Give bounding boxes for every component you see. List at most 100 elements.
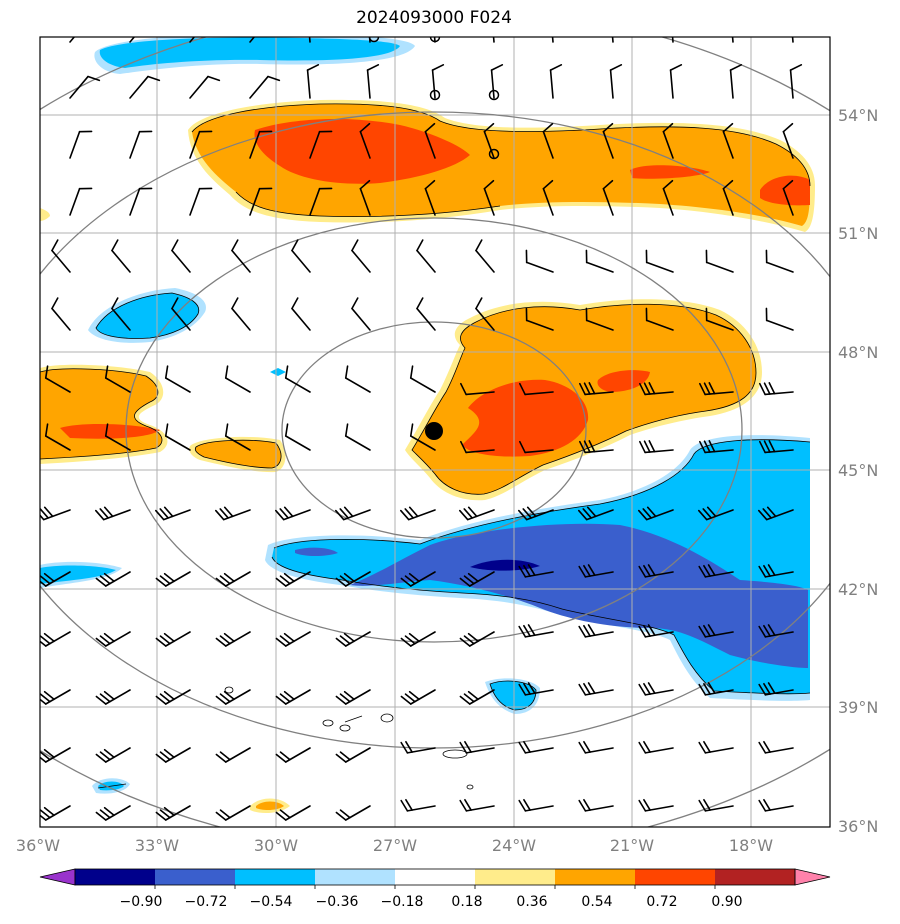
wind-barb [164, 423, 191, 451]
wind-barb [154, 506, 191, 521]
wind-barb [722, 122, 734, 159]
wind-barb [189, 75, 221, 99]
wind-barb [578, 624, 614, 638]
wind-barb [758, 382, 794, 396]
wind-barb [275, 631, 311, 647]
wind-barb [638, 682, 674, 696]
wind-barb [189, 130, 213, 159]
wind-barb [475, 297, 495, 331]
fill-blue-west-inner [96, 293, 199, 339]
colorbar-label: 0.72 [646, 894, 677, 910]
wind-barb [274, 506, 311, 521]
wind-barb [698, 382, 734, 396]
wind-barb [344, 365, 371, 393]
wind-barb [525, 307, 554, 331]
wind-barb [129, 187, 153, 216]
colorbar-label: −0.18 [381, 894, 424, 910]
colorbar-segment [555, 869, 635, 885]
lat-tick-label: 39°N [838, 698, 878, 717]
wind-barb [231, 297, 251, 331]
wind-barb [359, 122, 371, 159]
wind-barb [490, 64, 504, 99]
graticule [40, 37, 830, 827]
wind-barb [758, 440, 794, 454]
colorbar-label: −0.36 [316, 894, 359, 910]
wind-barb [475, 239, 495, 273]
wind-barb [214, 506, 251, 521]
map-frame [39, 36, 831, 828]
wind-barb [51, 239, 71, 273]
wind-barb [44, 365, 71, 393]
colorbar-segment [475, 869, 555, 885]
wind-barb [155, 571, 191, 587]
wind-barb [638, 564, 674, 578]
wind-barb [542, 179, 554, 216]
storm-center-marker [425, 422, 443, 440]
wind-barb [585, 249, 614, 273]
wind-barb [249, 187, 273, 216]
wind-barb [215, 631, 251, 647]
wind-barb [577, 506, 614, 521]
colorbar-outline [74, 868, 796, 886]
wind-barb [483, 179, 495, 216]
wind-barb [757, 506, 794, 521]
wind-barb [95, 689, 131, 705]
wind-barb [189, 37, 196, 43]
wind-barb [758, 740, 794, 754]
wind-barb [40, 506, 71, 521]
wind-barb [40, 571, 71, 587]
wind-barb [291, 239, 311, 273]
fill-darkblue-south-w [295, 547, 338, 556]
lat-tick-label: 48°N [838, 343, 878, 362]
wind-barb [69, 75, 101, 99]
wind-barb [306, 64, 320, 99]
wind-barb [94, 506, 131, 521]
wind-barb [275, 747, 311, 763]
wind-barb [129, 75, 161, 99]
wind-barb [782, 122, 794, 159]
wind-barb [44, 423, 71, 451]
wind-barb [291, 297, 311, 331]
wind-barb [155, 747, 191, 763]
wind-barb [171, 297, 191, 331]
lon-tick-label: 33°W [135, 836, 179, 855]
wind-barb [698, 682, 734, 696]
wind-barb [705, 307, 734, 331]
wind-barb [585, 307, 614, 331]
wind-barb [400, 740, 436, 754]
wind-barb [638, 624, 674, 638]
wind-barb [765, 249, 794, 273]
lat-tick-label: 36°N [838, 817, 878, 836]
wind-barb [483, 122, 495, 159]
wind-barb [335, 805, 371, 821]
wind-barb [215, 805, 251, 821]
wind-barb [409, 423, 436, 451]
wind-barb [424, 122, 436, 159]
wind-barb [662, 179, 674, 216]
wind-barb [549, 64, 563, 99]
wind-barb [400, 571, 436, 587]
wind-barb [95, 805, 131, 821]
colorbar-label: −0.54 [250, 894, 293, 910]
wind-barb [602, 179, 614, 216]
wind-barb [578, 682, 614, 696]
wind-barb [129, 130, 153, 159]
wind-barb [518, 382, 554, 396]
colorbar-segment [715, 869, 795, 885]
wind-barb [155, 689, 191, 705]
wind-barb [698, 564, 734, 578]
wind-barb [638, 798, 674, 812]
lat-tick-label: 42°N [838, 580, 878, 599]
wind-barb [400, 798, 436, 812]
wind-barb [637, 506, 674, 521]
wind-barbs [40, 37, 803, 821]
wind-barb [729, 64, 743, 99]
wind-barb [645, 307, 674, 331]
wind-barb [189, 187, 213, 216]
wind-barb [40, 747, 71, 763]
wind-barb [578, 382, 614, 396]
wind-barb [275, 805, 311, 821]
colorbar-extend-high [794, 868, 831, 886]
wind-barb [400, 689, 436, 705]
